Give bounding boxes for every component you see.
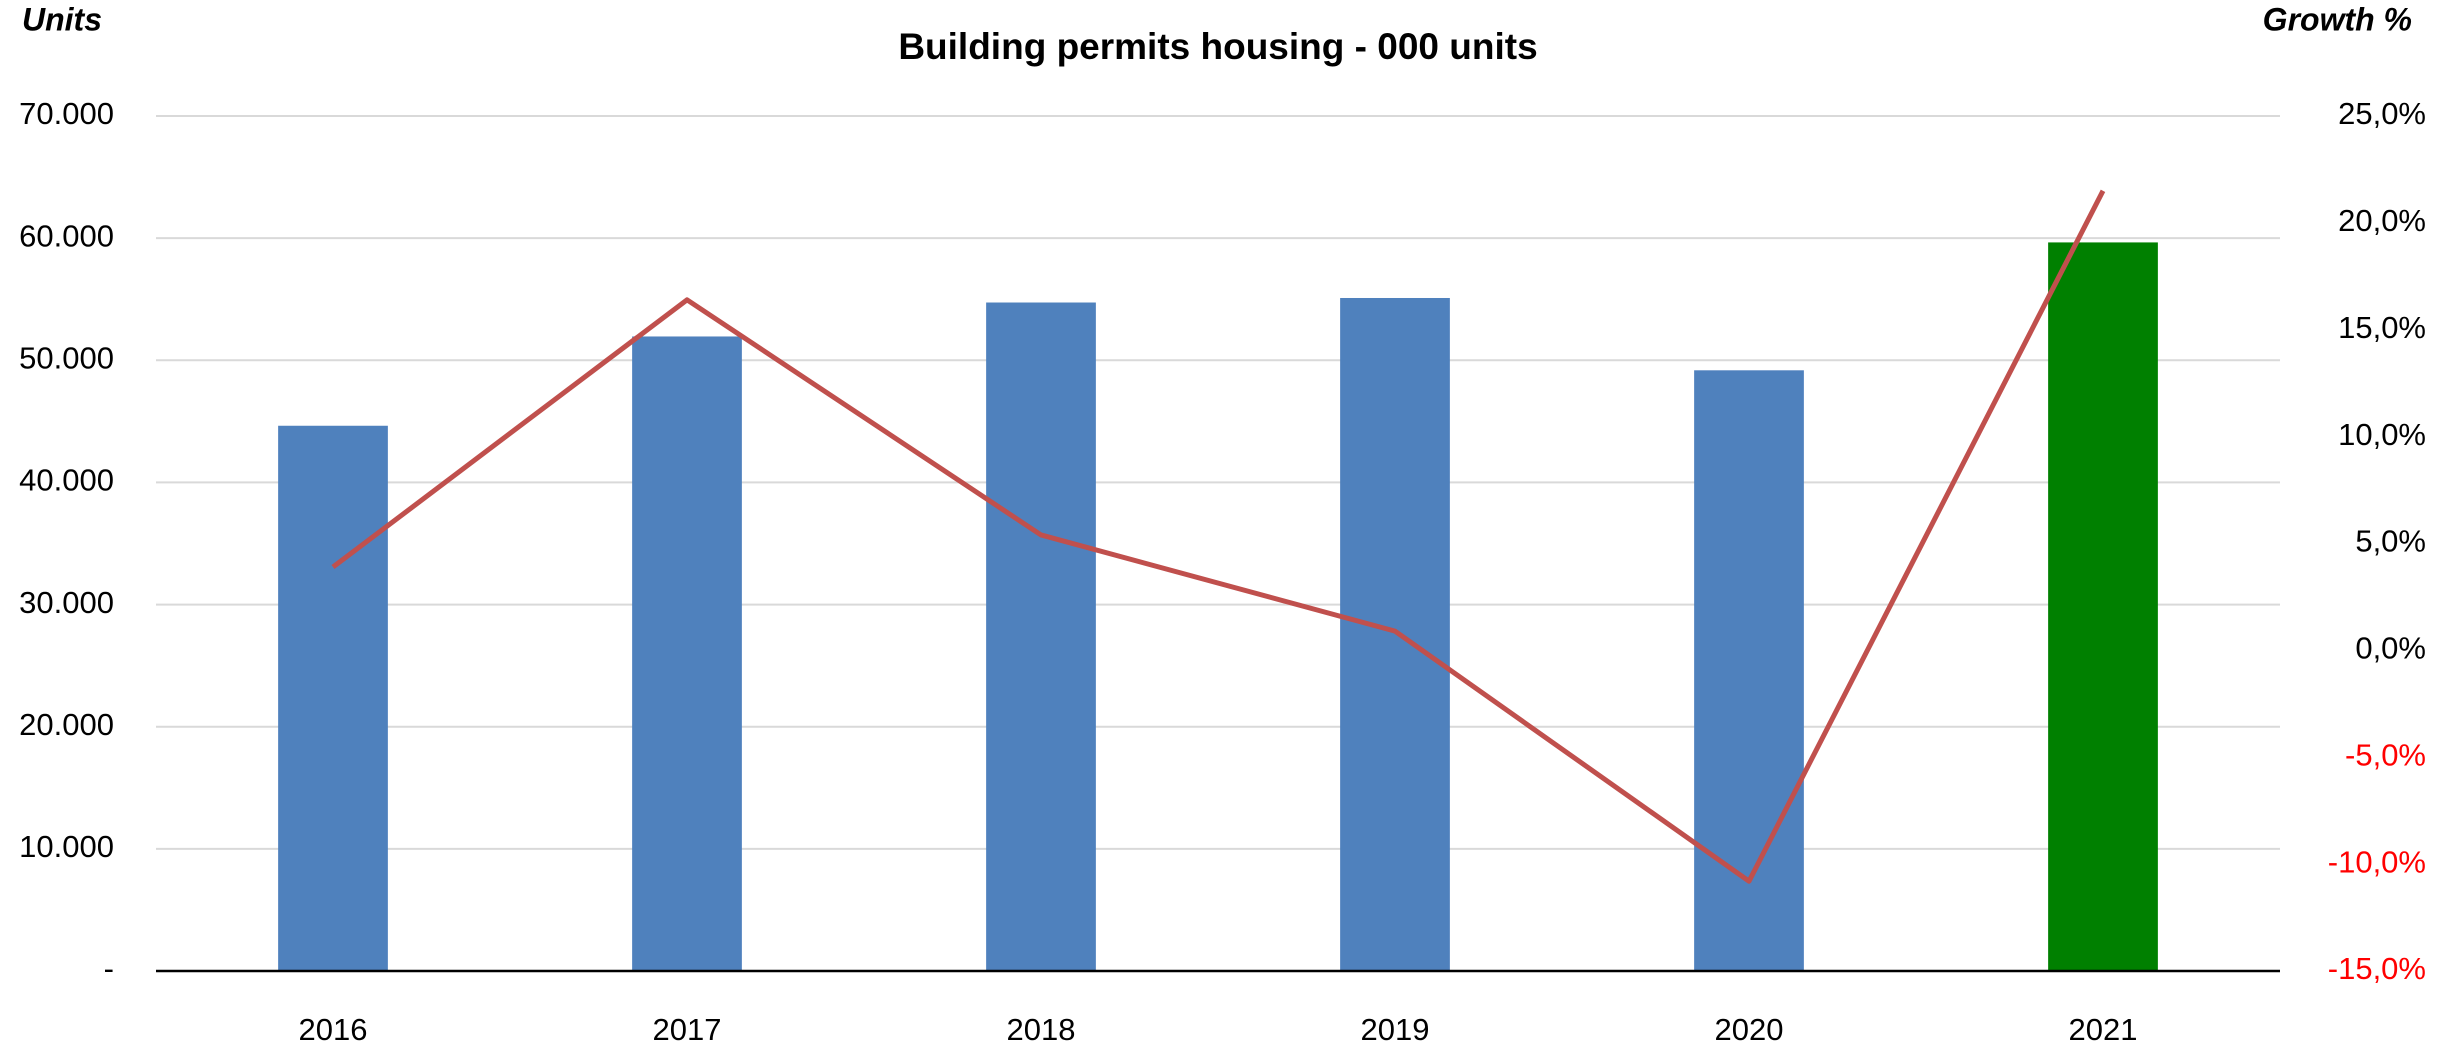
y2-tick-label: -10,0% <box>2328 844 2426 879</box>
y-tick-label: 70.000 <box>19 96 114 131</box>
x-tick-label: 2016 <box>299 1012 368 1047</box>
x-tick-label: 2020 <box>1715 1012 1784 1047</box>
x-tick-label: 2017 <box>653 1012 722 1047</box>
y-axis-label: Units <box>22 1 102 37</box>
x-tick-label: 2018 <box>1007 1012 1076 1047</box>
y-tick-label: 10.000 <box>19 829 114 864</box>
y-tick-label: 20.000 <box>19 707 114 742</box>
bar <box>632 336 742 971</box>
y-tick-label: 40.000 <box>19 463 114 498</box>
y2-tick-label: 15,0% <box>2338 310 2426 345</box>
y2-tick-label: 5,0% <box>2355 524 2426 559</box>
y-tick-label: 60.000 <box>19 218 114 253</box>
y-tick-label: 50.000 <box>19 340 114 375</box>
y2-axis-label: Growth % <box>2263 1 2412 37</box>
bar <box>1340 297 1450 971</box>
y2-tick-label: 25,0% <box>2338 96 2426 131</box>
y2-tick-label: -5,0% <box>2345 737 2426 772</box>
chart-title: Building permits housing - 000 units <box>898 26 1537 67</box>
y2-tick-label: 10,0% <box>2338 417 2426 452</box>
y2-tick-label: 20,0% <box>2338 203 2426 238</box>
y2-tick-label: 0,0% <box>2355 631 2426 666</box>
x-tick-label: 2021 <box>2069 1012 2138 1047</box>
y-tick-label: 30.000 <box>19 585 114 620</box>
x-tick-label: 2019 <box>1361 1012 1430 1047</box>
bar <box>2048 242 2158 972</box>
bar <box>1694 370 1804 972</box>
line <box>331 189 2106 884</box>
bar <box>986 302 1096 971</box>
y2-tick-label: -15,0% <box>2328 951 2426 986</box>
bar <box>278 425 388 971</box>
y-tick-label: - <box>104 951 114 986</box>
